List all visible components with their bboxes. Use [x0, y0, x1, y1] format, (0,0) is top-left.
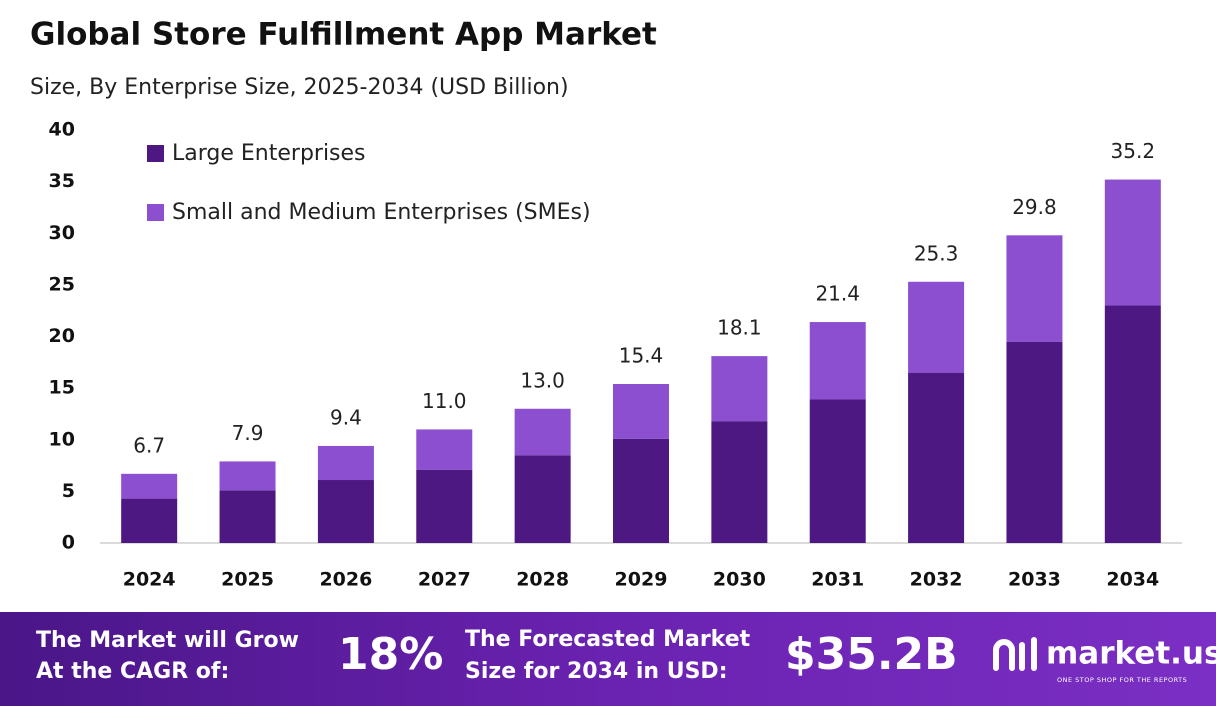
- y-tick-label: 20: [49, 325, 75, 347]
- bar-segment: [711, 421, 768, 543]
- x-tick-label: 2033: [1008, 569, 1061, 591]
- footer-text: Size for 2034 in USD:: [465, 659, 728, 684]
- y-tick-label: 10: [49, 428, 75, 450]
- brand-name: market.us: [1046, 636, 1216, 672]
- total-label: 18.1: [717, 316, 762, 340]
- x-tick-label: 2028: [516, 569, 569, 591]
- bar-segment: [514, 408, 571, 456]
- y-tick-label: 0: [62, 532, 75, 554]
- bar-segment: [219, 490, 276, 543]
- bar-segment: [416, 429, 473, 470]
- forecast-value: $35.2B: [785, 629, 958, 680]
- legend-label: Small and Medium Enterprises (SMEs): [172, 200, 591, 225]
- total-label: 13.0: [520, 368, 565, 392]
- total-label: 35.2: [1111, 139, 1156, 163]
- x-tick-label: 2030: [713, 569, 766, 591]
- y-tick-label: 35: [49, 170, 75, 192]
- bar-segment: [809, 399, 866, 543]
- footer-text: The Forecasted Market: [465, 627, 751, 652]
- x-tick-label: 2027: [418, 569, 471, 591]
- x-tick-label: 2026: [319, 569, 372, 591]
- legend-swatch: [147, 145, 164, 162]
- y-tick-label: 15: [49, 377, 75, 399]
- bar-segment: [1006, 235, 1063, 342]
- total-label: 9.4: [330, 405, 362, 429]
- x-tick-label: 2024: [123, 569, 176, 591]
- total-label: 25.3: [914, 241, 959, 265]
- bar-segment: [1006, 341, 1063, 543]
- bar-segment: [121, 498, 178, 543]
- total-label: 6.7: [133, 433, 165, 457]
- total-label: 29.8: [1012, 195, 1057, 219]
- x-tick-label: 2031: [811, 569, 864, 591]
- footer-text: At the CAGR of:: [36, 659, 229, 684]
- total-label: 21.4: [815, 282, 860, 306]
- legend-swatch: [147, 204, 164, 221]
- bar-segment: [711, 356, 768, 422]
- total-label: 7.9: [232, 421, 264, 445]
- bar-segment: [1104, 179, 1161, 306]
- brand-tagline: ONE STOP SHOP FOR THE REPORTS: [1057, 676, 1187, 684]
- bar-segment: [908, 372, 965, 543]
- footer-text: The Market will Grow: [36, 628, 299, 653]
- y-tick-label: 5: [62, 480, 75, 502]
- x-tick-label: 2025: [221, 569, 274, 591]
- logo-shape: [993, 639, 1015, 671]
- bar-segment: [121, 473, 178, 499]
- bar-segment: [416, 469, 473, 543]
- x-tick-label: 2032: [910, 569, 963, 591]
- y-tick-label: 30: [49, 222, 75, 244]
- bar-segment: [613, 438, 669, 543]
- cagr-value: 18%: [338, 629, 443, 680]
- bar-segment: [317, 480, 374, 543]
- legend-label: Large Enterprises: [172, 141, 366, 166]
- bar-segment: [613, 383, 669, 439]
- bar-segment: [514, 455, 571, 543]
- x-tick-label: 2029: [615, 569, 668, 591]
- total-label: 11.0: [422, 389, 467, 413]
- x-tick-label: 2034: [1106, 569, 1159, 591]
- brand-logo: [993, 637, 1037, 671]
- chart-subtitle: Size, By Enterprise Size, 2025-2034 (USD…: [30, 75, 569, 100]
- bar-segment: [908, 281, 965, 373]
- y-tick-label: 40: [49, 119, 75, 141]
- bar-segment: [219, 461, 276, 491]
- bar-segment: [1104, 305, 1161, 543]
- total-label: 15.4: [619, 343, 664, 367]
- bar-segment: [809, 322, 866, 400]
- chart-title: Global Store Fulfillment App Market: [30, 17, 657, 53]
- y-tick-label: 25: [49, 273, 75, 295]
- bar-segment: [317, 445, 374, 481]
